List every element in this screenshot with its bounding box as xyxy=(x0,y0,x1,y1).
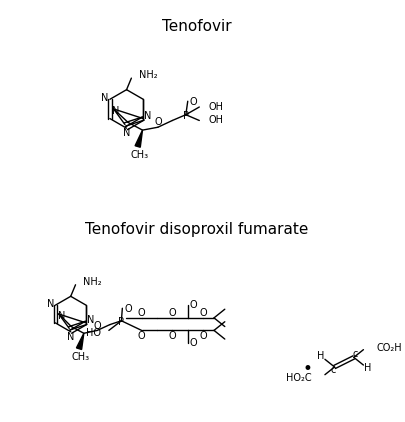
Text: O: O xyxy=(189,97,197,107)
Text: O: O xyxy=(189,300,197,310)
Text: O: O xyxy=(199,331,207,341)
Text: P: P xyxy=(182,111,188,121)
Text: O: O xyxy=(189,338,197,348)
Text: •: • xyxy=(302,360,312,378)
Text: N: N xyxy=(112,106,119,116)
Text: HO₂C: HO₂C xyxy=(285,373,311,383)
Text: H: H xyxy=(363,363,370,373)
Text: N: N xyxy=(58,311,65,322)
Polygon shape xyxy=(135,130,142,147)
Text: O: O xyxy=(154,117,161,127)
Text: c: c xyxy=(351,349,356,360)
Polygon shape xyxy=(76,333,83,349)
Text: O: O xyxy=(137,331,145,341)
Text: CH₃: CH₃ xyxy=(72,352,90,362)
Text: CH₃: CH₃ xyxy=(130,150,148,160)
Text: N: N xyxy=(47,299,54,309)
Text: NH₂: NH₂ xyxy=(139,70,157,80)
Text: Tenofovir: Tenofovir xyxy=(162,19,231,34)
Text: H: H xyxy=(317,352,324,361)
Text: O: O xyxy=(93,321,101,330)
Text: Tenofovir disoproxil fumarate: Tenofovir disoproxil fumarate xyxy=(85,222,308,237)
Text: N: N xyxy=(87,316,94,325)
Text: O: O xyxy=(124,304,132,314)
Text: N: N xyxy=(144,111,151,121)
Text: c: c xyxy=(330,365,335,375)
Text: OH: OH xyxy=(209,116,224,125)
Text: O: O xyxy=(137,308,145,318)
Text: N: N xyxy=(101,93,109,103)
Text: O: O xyxy=(168,308,176,318)
Text: CO₂H: CO₂H xyxy=(376,343,401,353)
Text: N: N xyxy=(67,332,74,341)
Text: OH: OH xyxy=(209,102,224,112)
Text: NH₂: NH₂ xyxy=(83,277,102,287)
Text: O: O xyxy=(199,308,207,318)
Text: P: P xyxy=(118,317,124,327)
Text: N: N xyxy=(123,128,130,138)
Text: HO: HO xyxy=(86,328,101,338)
Text: O: O xyxy=(168,331,176,341)
